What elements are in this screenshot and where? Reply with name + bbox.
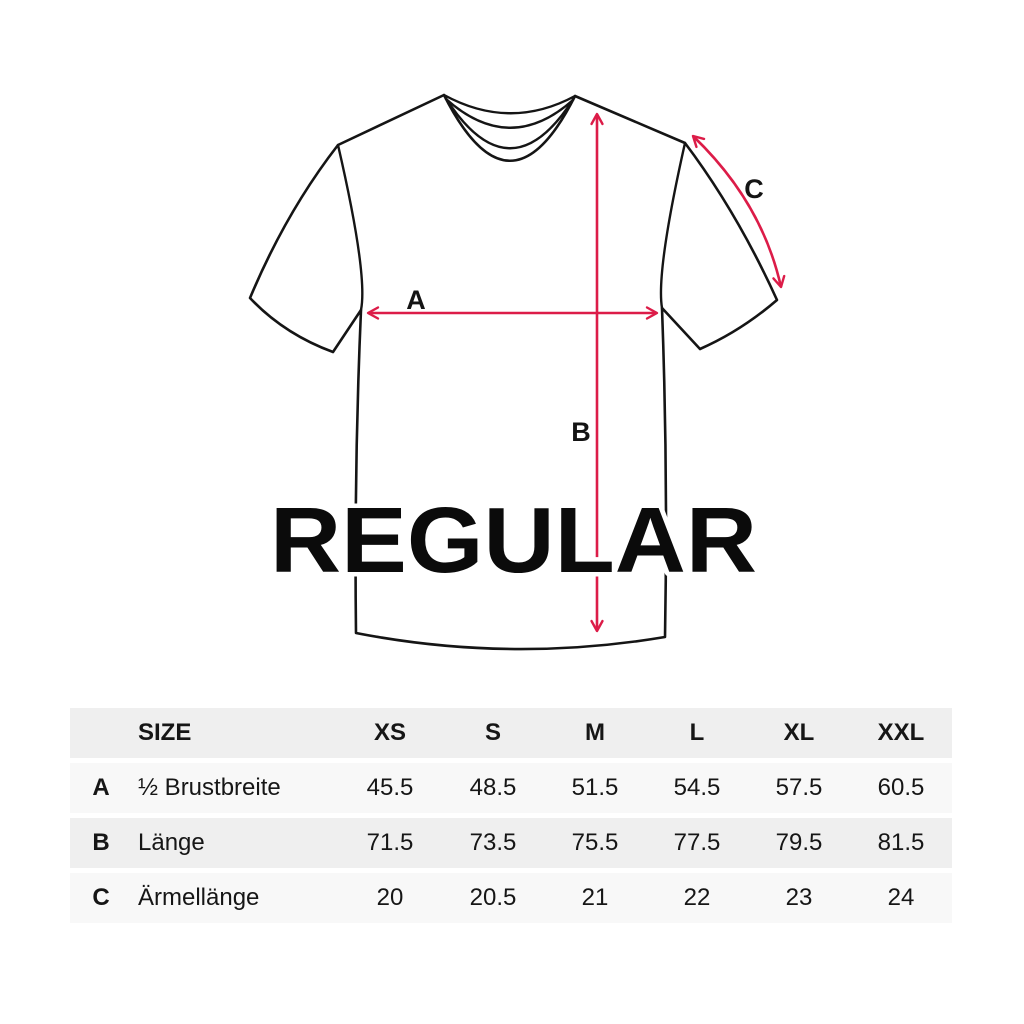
header-size-xs: XS	[373, 719, 406, 746]
row-key: C	[92, 884, 110, 911]
row-key: A	[92, 774, 110, 801]
value-s: 48.5	[469, 774, 517, 801]
collar-rim-arc	[442, 93, 577, 115]
header-size-s: S	[484, 719, 501, 746]
size-table: SIZE XS S M L XL XXL A ½ Brustbreite 45.…	[70, 708, 952, 928]
value-m: 21	[581, 884, 609, 911]
value-xl: 79.5	[775, 829, 823, 856]
value-xl: 23	[785, 884, 813, 911]
header-size-xxl: XXL	[877, 719, 925, 746]
value-xs: 71.5	[366, 829, 414, 856]
tshirt-measurement-diagram: A B C REGULAR	[248, 93, 786, 651]
value-l: 54.5	[673, 774, 721, 801]
row-measure-name: ½ Brustbreite	[138, 774, 281, 801]
fit-title: REGULAR	[270, 488, 757, 592]
value-l: 77.5	[673, 829, 721, 856]
header-size-label: SIZE	[138, 719, 192, 746]
measure-label-a: A	[406, 285, 426, 315]
measure-label-b: B	[571, 417, 591, 447]
value-xxl: 81.5	[877, 829, 925, 856]
value-xl: 57.5	[775, 774, 823, 801]
header-size-m: M	[585, 719, 605, 746]
row-measure-name: Länge	[138, 829, 205, 856]
right-armhole-seam	[659, 141, 687, 310]
measure-label-c: C	[744, 174, 764, 204]
left-armhole-seam	[336, 143, 364, 312]
value-xs: 45.5	[366, 774, 414, 801]
value-m: 75.5	[571, 829, 619, 856]
row-measure-name: Ärmellänge	[138, 884, 260, 911]
collar-band-arc	[443, 95, 576, 150]
collar-inner-arc	[444, 97, 575, 129]
header-size-xl: XL	[783, 719, 815, 746]
value-xs: 20	[376, 884, 404, 911]
value-l: 22	[683, 884, 711, 911]
row-key: B	[92, 829, 110, 856]
header-size-l: L	[689, 719, 705, 746]
table-row-chest-width: A ½ Brustbreite 45.5 48.5 51.5 54.5 57.5…	[70, 763, 952, 813]
value-s: 20.5	[469, 884, 517, 911]
table-header-row: SIZE XS S M L XL XXL	[70, 708, 952, 758]
value-xxl: 60.5	[877, 774, 925, 801]
table-row-sleeve-length: C Ärmellänge 20 20.5 21 22 23 24	[70, 873, 952, 923]
value-m: 51.5	[571, 774, 619, 801]
value-xxl: 24	[887, 884, 915, 911]
table-row-length: B Länge 71.5 73.5 75.5 77.5 79.5 81.5	[70, 818, 952, 868]
measure-arrow-c	[691, 134, 786, 289]
value-s: 73.5	[469, 829, 517, 856]
